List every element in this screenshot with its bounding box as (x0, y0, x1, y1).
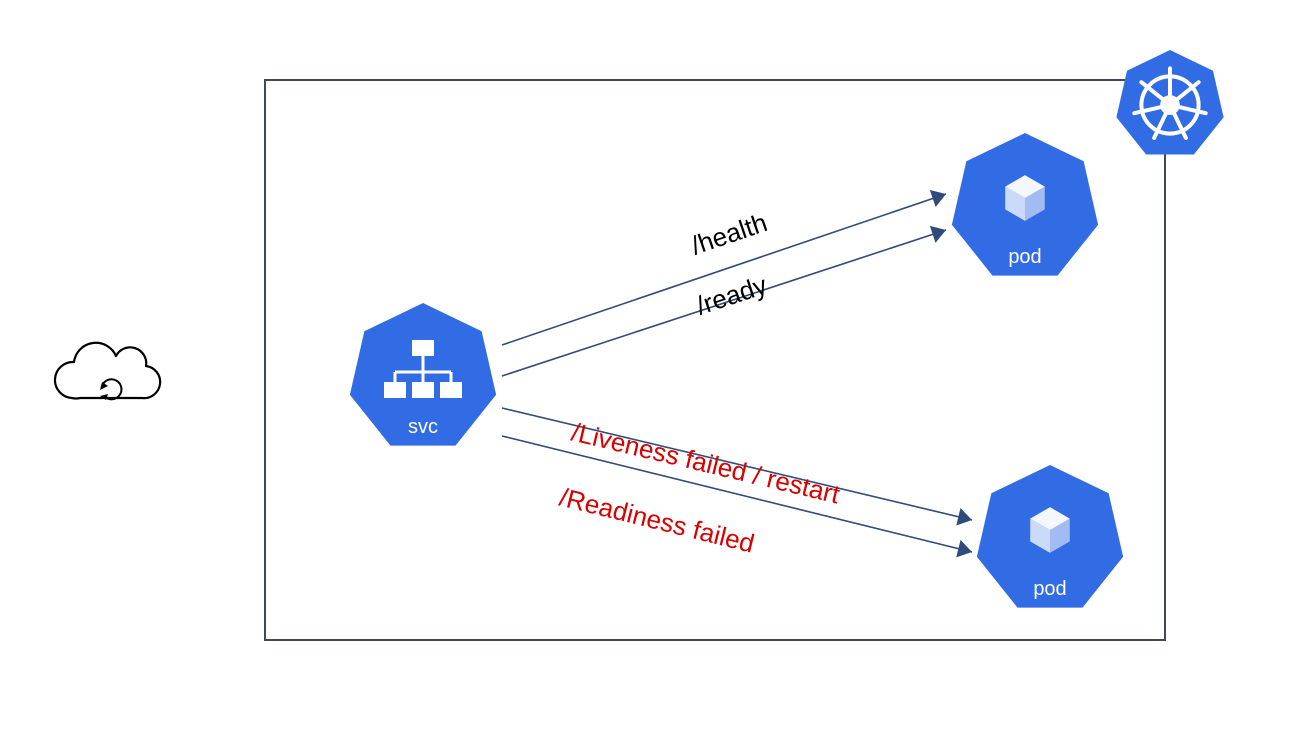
edge-e1 (502, 190, 946, 345)
edge-label-e4: /Readiness failed (557, 482, 758, 559)
edge-label-e2: /ready (693, 270, 771, 321)
pod-node-2-label: pod (1033, 578, 1066, 600)
pod-node-1-label: pod (1008, 246, 1041, 268)
cloud-icon (55, 343, 160, 400)
pod-node-1: pod (952, 133, 1098, 276)
pod-node-2: pod (977, 465, 1123, 608)
edge-label-e1: /health (687, 207, 771, 261)
svc-label: svc (408, 416, 438, 438)
svc-node: svc (350, 303, 496, 446)
k8s-logo (1116, 50, 1223, 155)
diagram-canvas: svcpodpod/health/ready/Liveness failed /… (0, 0, 1300, 731)
